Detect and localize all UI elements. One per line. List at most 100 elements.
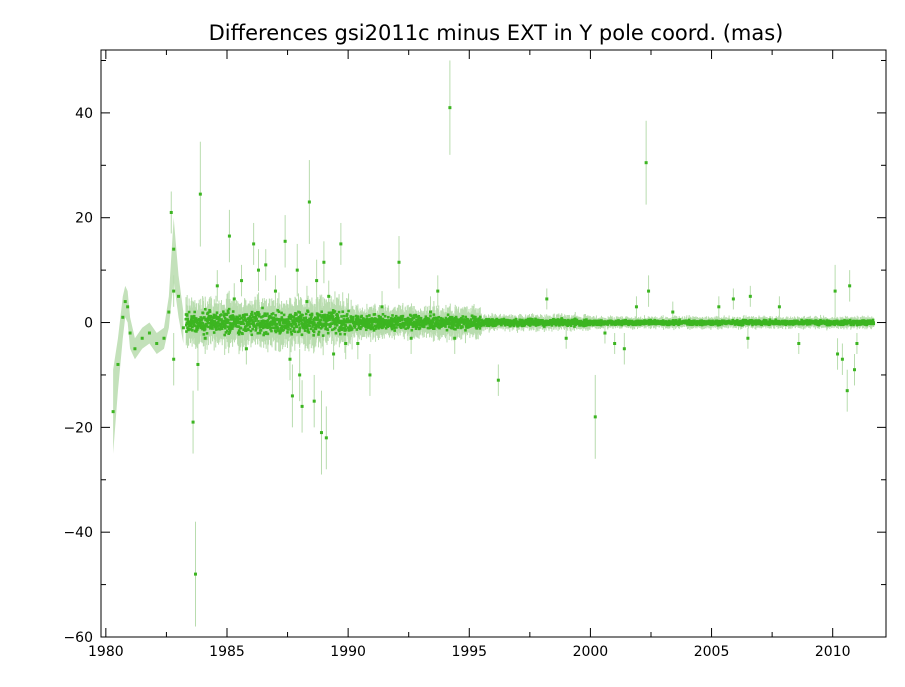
band-point	[389, 317, 393, 320]
band-point	[253, 312, 257, 315]
band-point	[268, 325, 271, 328]
early-point	[111, 410, 115, 414]
band-point	[225, 329, 229, 333]
band-point	[299, 316, 303, 320]
band-point	[293, 320, 297, 323]
band-point	[215, 323, 218, 326]
band-point	[215, 317, 219, 320]
band-point	[238, 314, 241, 318]
band-point	[478, 319, 481, 323]
band-point	[231, 327, 234, 330]
band-point	[325, 323, 328, 326]
band-point	[439, 316, 443, 320]
band-point	[320, 322, 323, 325]
band-point	[432, 327, 436, 330]
band-point	[266, 319, 270, 322]
band-point	[311, 325, 314, 328]
band-point	[227, 318, 230, 322]
band-point	[371, 327, 375, 330]
band-point	[228, 328, 232, 332]
band-point	[206, 321, 210, 325]
band-point	[255, 317, 258, 321]
band-point	[276, 327, 280, 330]
band-point	[225, 312, 229, 316]
band-point	[415, 318, 418, 322]
band-point	[358, 318, 362, 322]
band-point	[237, 329, 241, 332]
band-point	[259, 325, 263, 328]
band-point	[223, 323, 227, 327]
band-point	[394, 323, 398, 326]
band-point	[218, 316, 221, 320]
band-point	[370, 317, 374, 320]
band-point	[300, 333, 304, 337]
band-point	[415, 315, 418, 319]
band-point	[205, 325, 208, 328]
band-point	[379, 322, 383, 325]
band-point	[464, 315, 467, 319]
band-point	[347, 329, 351, 332]
band-point	[224, 324, 227, 328]
band-point	[292, 322, 296, 326]
band-point	[192, 319, 195, 322]
band-point	[289, 322, 293, 326]
band-point	[338, 327, 342, 331]
early-error-ribbon	[113, 217, 184, 454]
band-point	[266, 332, 270, 336]
band-point	[360, 325, 363, 329]
band-point	[228, 321, 231, 325]
band-point	[254, 325, 257, 328]
band-point	[331, 328, 334, 332]
band-point	[297, 320, 301, 324]
band-point	[302, 326, 306, 330]
band-point	[200, 324, 204, 328]
band-point	[333, 318, 336, 321]
band-point	[390, 321, 394, 324]
band-point	[436, 321, 440, 325]
early-point	[123, 300, 127, 304]
band-point	[259, 329, 263, 332]
band-point	[209, 323, 213, 326]
band-point	[475, 319, 478, 323]
band-point	[189, 318, 193, 322]
band-point	[342, 314, 346, 318]
band-point	[347, 309, 350, 313]
band-point	[400, 318, 404, 322]
band-point	[316, 317, 320, 320]
band-point	[372, 329, 376, 332]
band-point	[254, 316, 258, 319]
band-point	[431, 317, 435, 321]
band-point	[317, 325, 321, 329]
band-point	[222, 325, 226, 329]
band-point	[422, 325, 426, 329]
band-point	[278, 320, 282, 323]
band-point	[279, 323, 282, 327]
band-point	[456, 324, 459, 327]
band-point	[229, 314, 233, 318]
band-point	[241, 321, 244, 324]
band-point	[264, 331, 268, 334]
band-point	[219, 322, 223, 326]
band-point	[189, 328, 192, 331]
band-point	[266, 325, 270, 329]
band-point	[196, 326, 200, 330]
band-point	[419, 316, 423, 320]
band-point	[283, 324, 287, 328]
band-point	[265, 320, 269, 323]
band-point	[375, 318, 379, 321]
band-point	[461, 325, 464, 329]
band-point	[309, 327, 313, 331]
band-point	[207, 318, 210, 322]
band-point	[316, 313, 319, 316]
early-point	[128, 331, 132, 335]
band-point	[273, 326, 276, 330]
band-point	[469, 321, 473, 324]
band-point	[358, 325, 361, 329]
band-point	[227, 307, 231, 311]
band-point	[484, 322, 487, 326]
errorbar-layer	[113, 60, 875, 627]
band-point	[194, 324, 197, 328]
band-point	[249, 316, 253, 320]
early-point	[167, 310, 171, 314]
